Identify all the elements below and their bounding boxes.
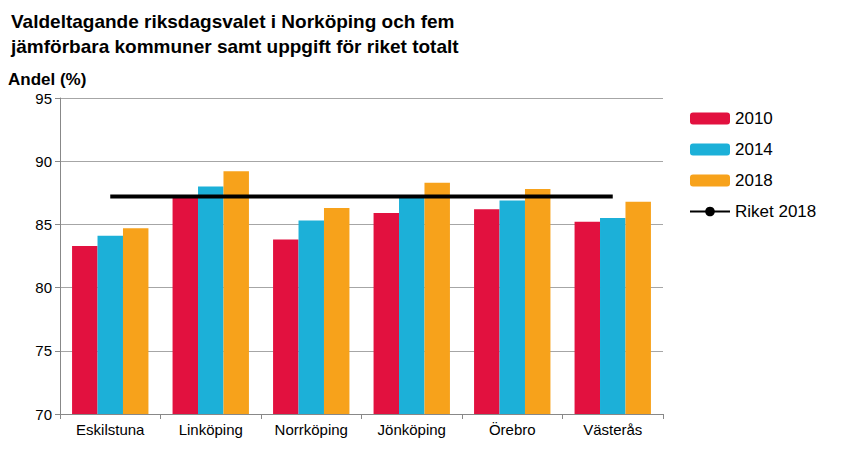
svg-text:95: 95 <box>35 90 52 107</box>
svg-text:Jönköping: Jönköping <box>378 421 446 438</box>
svg-text:Eskilstuna: Eskilstuna <box>76 421 145 438</box>
svg-text:Andel (%): Andel (%) <box>8 70 86 89</box>
svg-text:Valdeltagande riksdagsvalet i: Valdeltagande riksdagsvalet i Norköping … <box>11 11 454 32</box>
svg-text:75: 75 <box>35 342 52 359</box>
svg-text:2018: 2018 <box>735 171 773 190</box>
svg-text:85: 85 <box>35 216 52 233</box>
svg-text:70: 70 <box>35 406 52 423</box>
svg-text:Riket 2018: Riket 2018 <box>735 202 816 221</box>
svg-text:2014: 2014 <box>735 140 773 159</box>
svg-text:90: 90 <box>35 153 52 170</box>
svg-text:jämförbara kommuner samt uppgi: jämförbara kommuner samt uppgift för rik… <box>10 36 459 57</box>
svg-text:80: 80 <box>35 279 52 296</box>
svg-text:Linköping: Linköping <box>179 421 243 438</box>
svg-text:Norrköping: Norrköping <box>275 421 348 438</box>
svg-text:2010: 2010 <box>735 109 773 128</box>
svg-text:Västerås: Västerås <box>583 421 642 438</box>
svg-text:Örebro: Örebro <box>489 421 536 438</box>
